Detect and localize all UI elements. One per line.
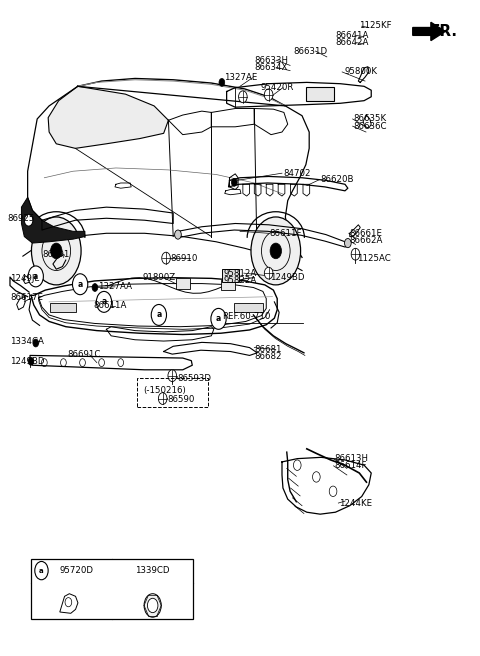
Circle shape — [50, 243, 62, 258]
Circle shape — [162, 252, 170, 264]
Bar — [222, 269, 239, 282]
Bar — [306, 87, 335, 101]
Circle shape — [147, 598, 158, 613]
Text: 86910: 86910 — [171, 254, 198, 262]
Text: a: a — [216, 314, 221, 323]
Text: 1125AC: 1125AC — [357, 254, 391, 262]
Text: 86634X: 86634X — [254, 63, 288, 72]
Text: 95800K: 95800K — [344, 68, 377, 77]
Text: 1334CA: 1334CA — [10, 337, 44, 346]
Text: 86614F: 86614F — [335, 461, 367, 470]
Text: 86662A: 86662A — [350, 236, 383, 245]
Circle shape — [151, 304, 167, 325]
Text: 86636C: 86636C — [354, 121, 387, 131]
Circle shape — [351, 249, 360, 260]
Text: a: a — [33, 272, 38, 281]
Circle shape — [32, 217, 81, 285]
Text: 1339CD: 1339CD — [135, 566, 170, 575]
Text: 86593D: 86593D — [177, 375, 211, 384]
Circle shape — [239, 91, 247, 102]
Text: a: a — [39, 567, 44, 573]
Polygon shape — [48, 87, 168, 148]
Text: 1327AE: 1327AE — [224, 73, 258, 82]
Text: 1327AA: 1327AA — [98, 282, 132, 291]
Text: a: a — [156, 310, 161, 319]
Circle shape — [168, 370, 177, 382]
Text: 86642A: 86642A — [336, 38, 369, 47]
Circle shape — [24, 215, 33, 226]
Bar — [50, 303, 76, 312]
Circle shape — [175, 230, 181, 239]
Text: 86635K: 86635K — [354, 114, 387, 123]
Text: 1249BD: 1249BD — [270, 273, 304, 282]
Text: 86925: 86925 — [7, 214, 35, 223]
Polygon shape — [413, 22, 445, 41]
Circle shape — [72, 274, 88, 295]
Text: 86620B: 86620B — [320, 175, 354, 184]
Text: FR.: FR. — [430, 24, 458, 39]
Text: 86633H: 86633H — [254, 56, 288, 65]
Circle shape — [28, 266, 43, 287]
Circle shape — [219, 79, 225, 87]
Circle shape — [33, 339, 38, 347]
Text: 1249JL: 1249JL — [10, 274, 39, 283]
Text: 86617E: 86617E — [10, 293, 43, 302]
Text: 95720D: 95720D — [60, 566, 94, 575]
Text: 91890Z: 91890Z — [142, 273, 175, 282]
Circle shape — [144, 594, 161, 617]
Text: 84702: 84702 — [283, 169, 311, 178]
Circle shape — [345, 239, 351, 248]
Bar — [221, 279, 235, 290]
Circle shape — [28, 358, 34, 365]
Text: a: a — [101, 297, 107, 306]
Text: 95420R: 95420R — [260, 83, 293, 92]
Bar — [234, 303, 263, 312]
Text: (-150216): (-150216) — [144, 386, 186, 395]
Bar — [176, 278, 190, 289]
Text: 1125KF: 1125KF — [360, 21, 392, 30]
Text: 86681: 86681 — [254, 345, 282, 354]
Text: a: a — [77, 279, 83, 289]
Circle shape — [35, 562, 48, 580]
Text: 86611A: 86611A — [93, 301, 126, 310]
Text: 86590: 86590 — [168, 395, 195, 403]
Circle shape — [264, 89, 273, 100]
Circle shape — [264, 267, 273, 279]
Circle shape — [211, 308, 226, 329]
Text: 86682: 86682 — [254, 352, 282, 361]
Circle shape — [96, 291, 112, 312]
Text: 86661E: 86661E — [350, 229, 383, 237]
Circle shape — [158, 393, 167, 405]
Circle shape — [270, 243, 281, 258]
Text: 1244KE: 1244KE — [339, 499, 372, 508]
Text: 86641A: 86641A — [336, 31, 369, 40]
Circle shape — [231, 178, 237, 186]
Text: 1249BD: 1249BD — [10, 357, 45, 366]
Text: 86613H: 86613H — [335, 454, 369, 463]
Text: 95812A: 95812A — [223, 268, 256, 277]
Bar — [31, 559, 193, 619]
Text: 86591: 86591 — [42, 251, 69, 259]
Text: REF.60-710: REF.60-710 — [222, 312, 270, 321]
Text: 86611F: 86611F — [270, 229, 302, 237]
Circle shape — [251, 217, 300, 285]
Text: 95822A: 95822A — [223, 276, 256, 285]
Polygon shape — [22, 197, 85, 243]
Text: 86691C: 86691C — [67, 350, 101, 359]
Text: 86631D: 86631D — [293, 47, 327, 56]
Circle shape — [92, 283, 98, 291]
